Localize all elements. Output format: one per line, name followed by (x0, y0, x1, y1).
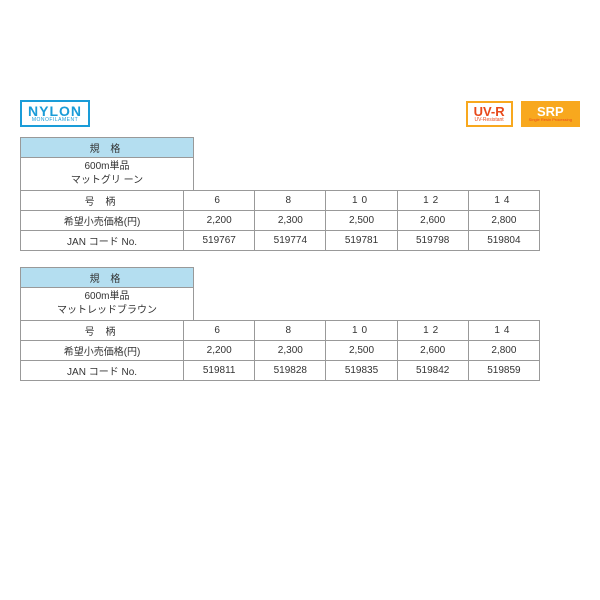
badges-row: NYLON MONOFILAMENT UV-R UV-Resistant SRP… (20, 100, 580, 127)
p2-4: 2,800 (468, 341, 539, 361)
g2-2: 10 (326, 321, 397, 341)
p1-2: 2,500 (326, 211, 397, 231)
g2-0: 6 (184, 321, 255, 341)
j2-2: 519835 (326, 361, 397, 381)
g2-3: 12 (397, 321, 468, 341)
j1-0: 519767 (184, 231, 255, 251)
nylon-line1: NYLON (28, 104, 82, 118)
gauge-header-2: 号 柄 (21, 321, 184, 341)
p1-1: 2,300 (255, 211, 326, 231)
srp-badge: SRP Single Resin Processing (521, 101, 580, 127)
g1-4: 14 (468, 191, 539, 211)
g2-4: 14 (468, 321, 539, 341)
spec1-line2: マットグリ ーン (71, 175, 143, 186)
spec1-line1: 600m単品 (84, 161, 129, 172)
g1-1: 8 (255, 191, 326, 211)
g1-0: 6 (184, 191, 255, 211)
j2-1: 519828 (255, 361, 326, 381)
price-label-1: 希望小売価格(円) (21, 211, 184, 231)
j2-0: 519811 (184, 361, 255, 381)
spec-table-1: 規 格 600m単品 マットグリ ーン (20, 137, 194, 191)
spec-cell-1: 600m単品 マットグリ ーン (21, 158, 194, 191)
nylon-badge: NYLON MONOFILAMENT (20, 100, 90, 127)
spec-cell-2: 600m単品 マットレッドブラウン (21, 288, 194, 321)
p2-2: 2,500 (326, 341, 397, 361)
spec-header-2: 規 格 (21, 268, 194, 288)
p2-1: 2,300 (255, 341, 326, 361)
gauge-header-1: 号 柄 (21, 191, 184, 211)
right-badges: UV-R UV-Resistant SRP Single Resin Proce… (466, 101, 580, 127)
g1-2: 10 (326, 191, 397, 211)
srp-line2: Single Resin Processing (529, 118, 572, 122)
spec-header-1: 規 格 (21, 138, 194, 158)
price-label-2: 希望小売価格(円) (21, 341, 184, 361)
srp-line1: SRP (529, 105, 572, 118)
j1-2: 519781 (326, 231, 397, 251)
p1-0: 2,200 (184, 211, 255, 231)
p2-0: 2,200 (184, 341, 255, 361)
j1-1: 519774 (255, 231, 326, 251)
main-table-1: 号 柄 6 8 10 12 14 希望小売価格(円) 2,200 2,300 2… (20, 190, 540, 251)
jan-label-1: JAN コード No. (21, 231, 184, 251)
g1-3: 12 (397, 191, 468, 211)
g2-1: 8 (255, 321, 326, 341)
j2-3: 519842 (397, 361, 468, 381)
j2-4: 519859 (468, 361, 539, 381)
uv-line1: UV-R (474, 105, 505, 118)
p2-3: 2,600 (397, 341, 468, 361)
p1-4: 2,800 (468, 211, 539, 231)
main-table-2: 号 柄 6 8 10 12 14 希望小売価格(円) 2,200 2,300 2… (20, 320, 540, 381)
spec2-line2: マットレッドブラウン (57, 305, 157, 316)
spec-table-2: 規 格 600m単品 マットレッドブラウン (20, 267, 194, 321)
j1-4: 519804 (468, 231, 539, 251)
uv-line2: UV-Resistant (474, 118, 505, 123)
jan-label-2: JAN コード No. (21, 361, 184, 381)
p1-3: 2,600 (397, 211, 468, 231)
spec2-line1: 600m単品 (84, 291, 129, 302)
j1-3: 519798 (397, 231, 468, 251)
uv-badge: UV-R UV-Resistant (466, 101, 513, 127)
nylon-line2: MONOFILAMENT (28, 118, 82, 123)
